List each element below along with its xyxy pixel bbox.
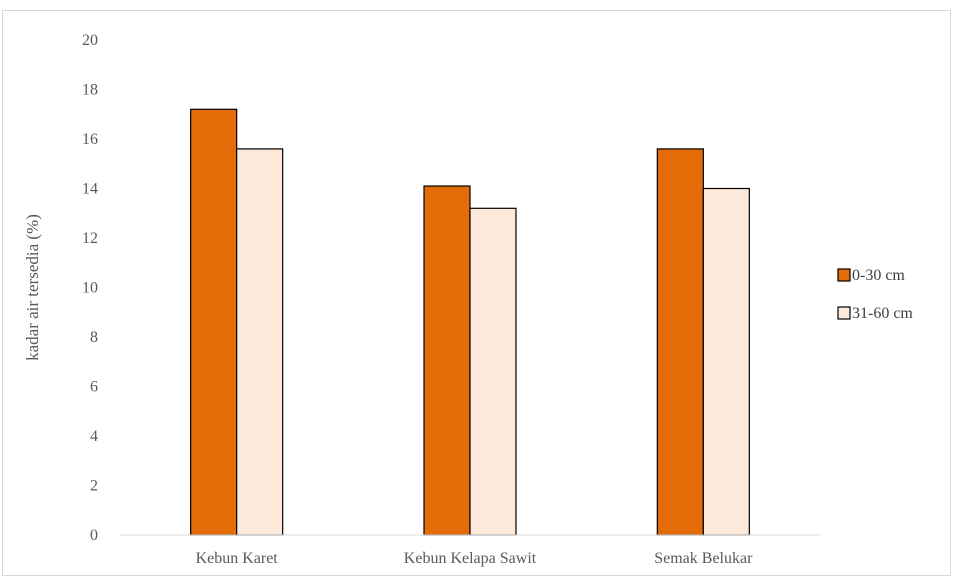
y-tick-label: 16	[82, 131, 98, 148]
y-tick-label: 4	[90, 428, 98, 445]
legend-swatch	[837, 306, 851, 320]
y-tick-label: 6	[90, 379, 98, 396]
y-tick-label: 0	[90, 527, 98, 544]
x-tick-label: Kebun Kelapa Sawit	[404, 550, 537, 567]
y-tick-label: 18	[82, 82, 98, 99]
bar	[423, 185, 471, 536]
y-axis-ticks: 0 2 4 6 8 10 12 14 16 18 20	[82, 32, 98, 544]
y-axis-title: kadar air tersedia (%)	[23, 214, 42, 361]
y-tick-label: 2	[90, 478, 98, 495]
y-tick-label: 12	[82, 230, 98, 247]
x-axis-labels: Kebun Karet Kebun Kelapa Sawit Semak Beluk…	[196, 550, 754, 567]
bar	[236, 148, 284, 536]
x-tick-label: Semak Belukar	[654, 550, 753, 567]
bar	[702, 187, 750, 536]
bar	[190, 108, 238, 536]
legend-label: 31-60 cm	[852, 305, 913, 322]
y-tick-label: 14	[82, 181, 98, 198]
legend-label: 0-30 cm	[852, 267, 905, 284]
legend-swatch	[837, 268, 851, 282]
y-tick-label: 8	[90, 329, 98, 346]
y-tick-label: 20	[82, 32, 98, 49]
bar	[656, 148, 704, 536]
legend: 0-30 cm 31-60 cm	[837, 267, 913, 322]
x-tick-label: Kebun Karet	[196, 550, 279, 567]
bar	[469, 207, 517, 536]
y-tick-label: 10	[82, 280, 98, 297]
bars	[190, 108, 750, 536]
